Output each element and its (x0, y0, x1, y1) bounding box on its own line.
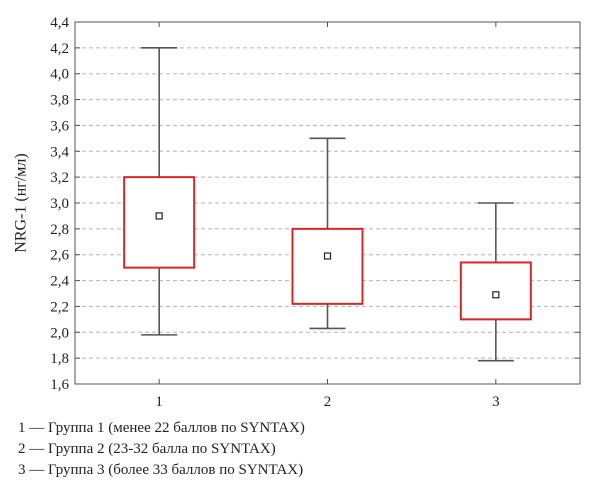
y-tick-label: 3,8 (50, 93, 69, 109)
y-tick-label: 4,0 (50, 67, 69, 83)
y-tick-label: 2,6 (50, 248, 69, 264)
y-tick-label: 2,4 (50, 274, 69, 290)
y-tick-label: 3,2 (50, 170, 69, 186)
y-axis-label: NRG-1 (нг/мл) (13, 153, 30, 252)
y-tick-label: 4,4 (50, 15, 69, 31)
box-plots (123, 47, 532, 362)
y-tick-label: 1,6 (50, 377, 69, 393)
interquartile-box (123, 176, 196, 269)
y-tick-label: 1,8 (50, 351, 69, 367)
y-tick-label: 4,2 (50, 41, 69, 57)
y-tick-label: 2,8 (50, 222, 69, 238)
box-group-1 (123, 47, 196, 336)
x-tick-label: 1 (155, 394, 163, 410)
median-marker (492, 291, 500, 299)
legend-item-3: 3 — Группа 3 (более 33 баллов по SYNTAX) (18, 462, 304, 478)
x-tick-label: 3 (492, 394, 500, 410)
x-tick-label: 2 (324, 394, 332, 410)
median-marker (155, 212, 163, 220)
interquartile-box (291, 227, 364, 305)
y-axis-ticks: 1,6 1,8 2,0 2,2 2,4 2,6 2,8 3,0 3,2 3,4 3,6 3,8 4,0 4… (50, 15, 580, 393)
box-group-2 (291, 137, 364, 330)
interquartile-box (459, 261, 532, 321)
x-axis-ticks: 1 2 3 (155, 22, 500, 410)
legend: 1 — Группа 1 (менее 22 баллов по SYNTAX)… (18, 418, 578, 481)
y-tick-label: 2,0 (50, 325, 69, 341)
box-plot-chart: 1,6 1,8 2,0 2,2 2,4 2,6 2,8 3,0 3,2 3,4 3,6 3,8 4,0 4… (13, 15, 581, 410)
y-tick-label: 3,6 (50, 118, 69, 134)
y-tick-label: 3,0 (50, 196, 69, 212)
y-tick-label: 2,2 (50, 299, 69, 315)
box-group-3 (459, 202, 532, 362)
median-marker (323, 252, 332, 260)
y-tick-label: 3,4 (50, 144, 69, 160)
legend-item-2: 2 — Группа 2 (23-32 балла по SYNTAX) (18, 441, 276, 457)
legend-item-1: 1 — Группа 1 (менее 22 баллов по SYNTAX) (18, 420, 305, 436)
